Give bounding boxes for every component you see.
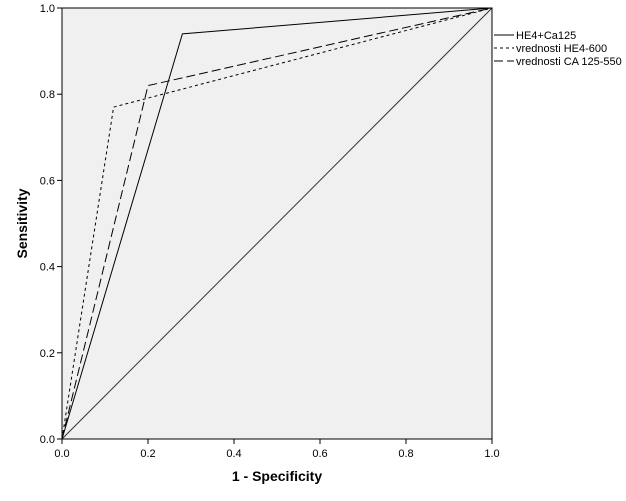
x-axis: 0.0 0.2 0.4 0.6 0.8 1.0 xyxy=(54,439,500,460)
y-axis-title: Sensitivity xyxy=(14,188,30,258)
y-tick-label: 0.4 xyxy=(40,262,55,274)
legend-label: vrednosti HE4-600 xyxy=(516,43,607,55)
x-tick-label: 0.4 xyxy=(226,448,241,460)
plot-frame xyxy=(61,7,493,440)
x-tick-label: 0.0 xyxy=(54,448,69,460)
y-tick-label: 0.6 xyxy=(40,175,55,187)
x-tick-label: 0.8 xyxy=(398,448,413,460)
reference-diagonal xyxy=(61,7,493,440)
x-axis-title: 1 - Specificity xyxy=(232,468,322,484)
legend-label: HE4+Ca125 xyxy=(516,30,576,42)
y-tick-label: 1.0 xyxy=(40,3,55,15)
series-layer xyxy=(61,7,493,440)
series-line-1 xyxy=(61,7,493,440)
y-axis: 0.0 0.2 0.4 0.6 0.8 1.0 xyxy=(40,3,62,446)
y-tick-label: 0.8 xyxy=(40,89,55,101)
x-tick-label: 0.6 xyxy=(312,448,327,460)
x-tick-label: 1.0 xyxy=(484,448,499,460)
x-tick-label: 0.2 xyxy=(140,448,155,460)
y-tick-label: 0.2 xyxy=(40,348,55,360)
series-line-2 xyxy=(61,7,493,440)
series-line-3 xyxy=(61,7,493,440)
y-tick-label: 0.0 xyxy=(40,434,55,446)
legend-label: vrednosti CA 125-550 xyxy=(516,56,622,68)
